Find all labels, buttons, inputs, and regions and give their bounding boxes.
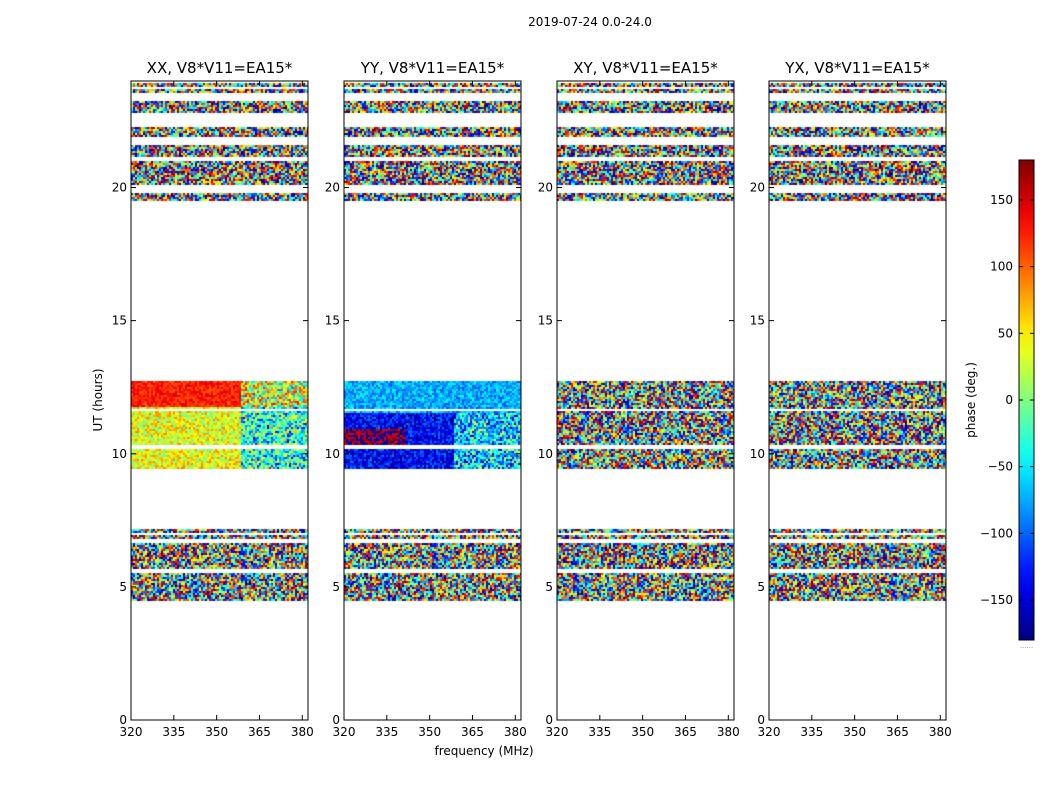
colorbar-tick-label: −50 bbox=[988, 460, 1013, 474]
y-axis-label: UT (hours) bbox=[91, 368, 105, 431]
x-tick-label: 350 bbox=[843, 725, 866, 739]
y-tick-label: 15 bbox=[538, 314, 553, 328]
colorbar-under-marker: ...... bbox=[1020, 642, 1033, 650]
x-tick-label: 320 bbox=[120, 725, 143, 739]
panel-title: YY, V8*V11=EA15* bbox=[360, 59, 505, 77]
panel-title: YX, V8*V11=EA15* bbox=[784, 59, 930, 77]
x-tick-label: 320 bbox=[333, 725, 356, 739]
panel-2: YY, V8*V11=EA15* 320 335 350 365 380 0 5 10 15 20 bbox=[325, 59, 527, 739]
colorbar-tick-label: 100 bbox=[990, 260, 1013, 274]
x-tick-label: 320 bbox=[546, 725, 569, 739]
x-tick-label: 320 bbox=[758, 725, 781, 739]
panel-frame bbox=[130, 80, 309, 721]
panel-frame bbox=[768, 80, 947, 721]
heatmap-image bbox=[344, 81, 521, 720]
y-tick-label: 0 bbox=[119, 713, 127, 727]
y-tick-label: 5 bbox=[757, 580, 765, 594]
y-tick-label: 15 bbox=[325, 314, 340, 328]
colorbar-tick-label: 50 bbox=[998, 326, 1013, 340]
y-tick-label: 5 bbox=[545, 580, 553, 594]
heatmap-image bbox=[769, 81, 946, 720]
x-tick-label: 380 bbox=[717, 725, 740, 739]
y-tick-label: 0 bbox=[545, 713, 553, 727]
colorbar: 150 100 50 0 −50 −100 −150 phase (deg.)...... bbox=[964, 159, 1035, 650]
x-tick-label: 335 bbox=[162, 725, 185, 739]
panel-title: XY, V8*V11=EA15* bbox=[573, 59, 718, 77]
panel-title: XX, V8*V11=EA15* bbox=[147, 59, 293, 77]
colorbar-tick-label: 150 bbox=[990, 193, 1013, 207]
figure-suptitle: 2019-07-24 0.0-24.0 bbox=[528, 15, 652, 29]
x-axis-label: frequency (MHz) bbox=[434, 744, 533, 758]
y-tick-label: 20 bbox=[750, 181, 765, 195]
y-tick-label: 10 bbox=[112, 447, 127, 461]
panel-frame bbox=[556, 80, 735, 721]
panel-1: XX, V8*V11=EA15* 320 335 350 365 380 0 5 10 15 20 bbox=[112, 59, 314, 739]
panel-frame bbox=[343, 80, 522, 721]
x-tick-label: 350 bbox=[205, 725, 228, 739]
x-tick-label: 335 bbox=[375, 725, 398, 739]
x-tick-label: 335 bbox=[588, 725, 611, 739]
y-tick-label: 5 bbox=[332, 580, 340, 594]
y-tick-label: 10 bbox=[325, 447, 340, 461]
x-tick-label: 380 bbox=[291, 725, 314, 739]
y-tick-label: 0 bbox=[757, 713, 765, 727]
y-tick-label: 5 bbox=[119, 580, 127, 594]
x-tick-label: 350 bbox=[418, 725, 441, 739]
panel-3: XY, V8*V11=EA15* 320 335 350 365 380 0 5 10 15 20 bbox=[538, 59, 740, 739]
y-tick-label: 15 bbox=[112, 314, 127, 328]
x-tick-label: 365 bbox=[461, 725, 484, 739]
y-tick-label: 10 bbox=[750, 447, 765, 461]
y-tick-label: 0 bbox=[332, 713, 340, 727]
x-tick-label: 350 bbox=[631, 725, 654, 739]
colorbar-tick-label: 0 bbox=[1005, 393, 1013, 407]
y-tick-label: 10 bbox=[538, 447, 553, 461]
heatmap-image bbox=[131, 81, 308, 720]
x-tick-label: 365 bbox=[886, 725, 909, 739]
panels-group: XX, V8*V11=EA15*320 335 350 365 38005101520Y… bbox=[112, 59, 952, 739]
colorbar-tick-label: −150 bbox=[980, 593, 1013, 607]
colorbar-label: phase (deg.) bbox=[964, 362, 978, 438]
x-tick-label: 380 bbox=[504, 725, 527, 739]
y-tick-label: 20 bbox=[325, 181, 340, 195]
y-tick-label: 15 bbox=[750, 314, 765, 328]
x-tick-label: 365 bbox=[248, 725, 271, 739]
y-tick-label: 20 bbox=[538, 181, 553, 195]
y-tick-label: 20 bbox=[112, 181, 127, 195]
panel-4: YX, V8*V11=EA15* 320 335 350 365 380 0 5 10 15 20 bbox=[750, 59, 952, 739]
colorbar-tick-label: −100 bbox=[980, 526, 1013, 540]
x-tick-label: 380 bbox=[929, 725, 952, 739]
x-tick-label: 365 bbox=[674, 725, 697, 739]
heatmap-image bbox=[557, 81, 734, 720]
x-tick-label: 335 bbox=[800, 725, 823, 739]
